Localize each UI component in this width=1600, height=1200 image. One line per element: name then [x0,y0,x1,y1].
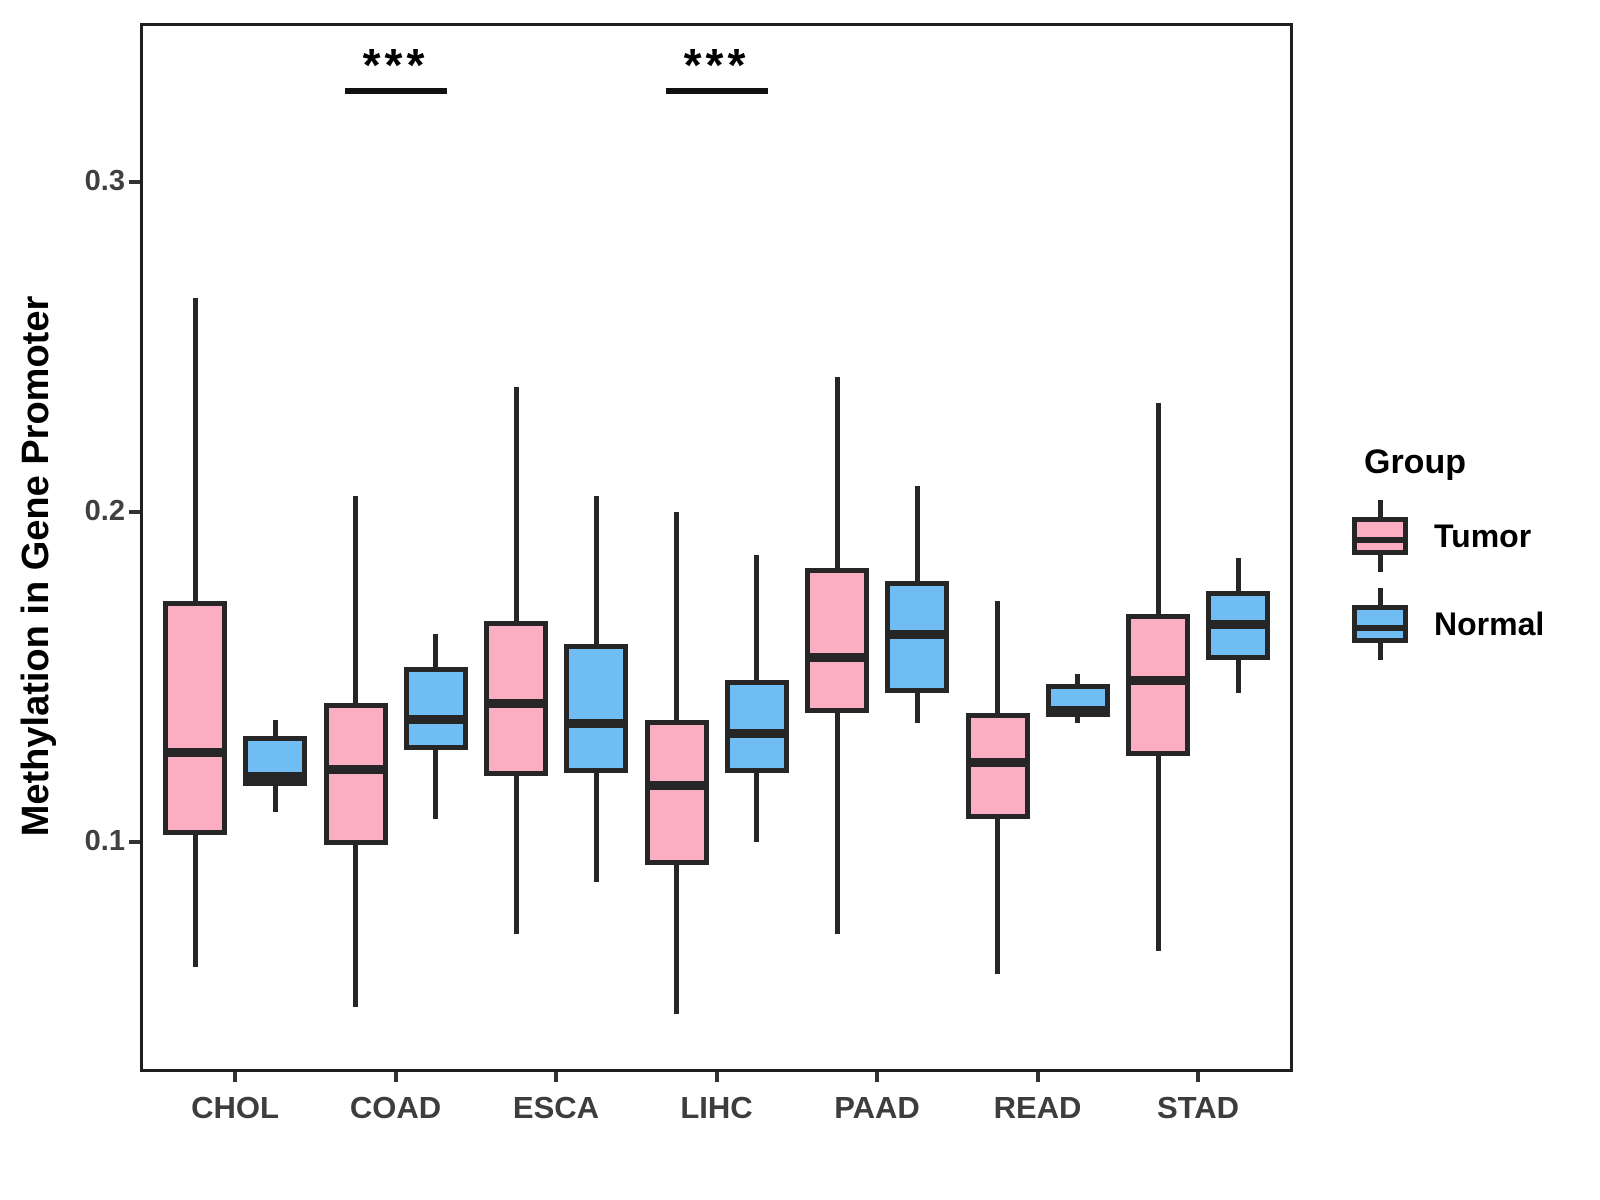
box-normal-COAD [403,667,468,750]
legend-label: Normal [1434,605,1545,642]
median-normal-PAAD [885,629,949,639]
median-normal-COAD [403,715,468,725]
median-tumor-READ [965,758,1030,768]
median-normal-ESCA [564,718,628,728]
median-tumor-PAAD [805,652,869,662]
x-tick-mark-READ [1035,1072,1040,1082]
median-normal-STAD [1206,619,1270,629]
median-tumor-STAD [1126,675,1190,685]
x-label-PAAD: PAAD [834,1090,920,1125]
median-tumor-CHOL [163,748,227,758]
y-tick-label-0.1: 0.1 [84,825,125,857]
legend-entry-tumor: Tumor [1352,500,1592,572]
box-normal-ESCA [564,644,628,773]
box-normal-LIHC [724,680,789,773]
median-normal-CHOL [243,771,307,781]
x-label-COAD: COAD [349,1090,442,1125]
legend-entry-normal: Normal [1352,588,1592,660]
significance-label-COAD: *** [362,39,429,91]
box-tumor-ESCA [484,620,548,776]
y-tick-mark-0.2 [129,510,140,514]
box-tumor-PAAD [805,568,869,714]
significance-bar-LIHC [665,88,768,94]
y-tick-mark-0.1 [129,840,140,844]
box-tumor-CHOL [163,601,227,836]
box-tumor-STAD [1126,614,1190,757]
legend: Group Tumor Normal [1352,443,1592,676]
y-axis-title: Methylation in Gene Promoter [15,295,57,837]
x-tick-mark-PAAD [875,1072,879,1082]
box-tumor-COAD [323,703,388,846]
median-tumor-COAD [323,764,388,774]
y-tick-label-0.3: 0.3 [84,165,125,197]
legend-title: Group [1364,443,1466,481]
x-tick-mark-CHOL [233,1072,237,1082]
legend-label: Tumor [1434,517,1532,554]
median-normal-READ [1045,705,1110,715]
x-label-ESCA: ESCA [512,1090,600,1125]
significance-label-LIHC: *** [683,39,750,91]
significance-bar-COAD [344,88,447,94]
x-label-STAD: STAD [1156,1090,1240,1125]
legend-key-boxplot-icon [1352,500,1408,572]
x-tick-mark-STAD [1196,1072,1200,1082]
x-label-READ: READ [993,1090,1082,1125]
legend-key-boxplot-icon [1352,588,1408,660]
y-tick-mark-0.3 [129,180,140,184]
x-tick-mark-LIHC [714,1072,719,1082]
x-tick-mark-ESCA [554,1072,558,1082]
median-tumor-ESCA [484,698,548,708]
x-label-LIHC: LIHC [680,1090,753,1125]
x-label-CHOL: CHOL [191,1090,279,1125]
y-tick-label-0.2: 0.2 [84,495,125,527]
median-normal-LIHC [724,728,789,738]
plot-panel [140,23,1293,1072]
box-tumor-LIHC [644,719,709,866]
median-tumor-LIHC [644,781,709,791]
x-tick-mark-COAD [393,1072,398,1082]
legend-entries: Tumor Normal [1352,500,1592,660]
